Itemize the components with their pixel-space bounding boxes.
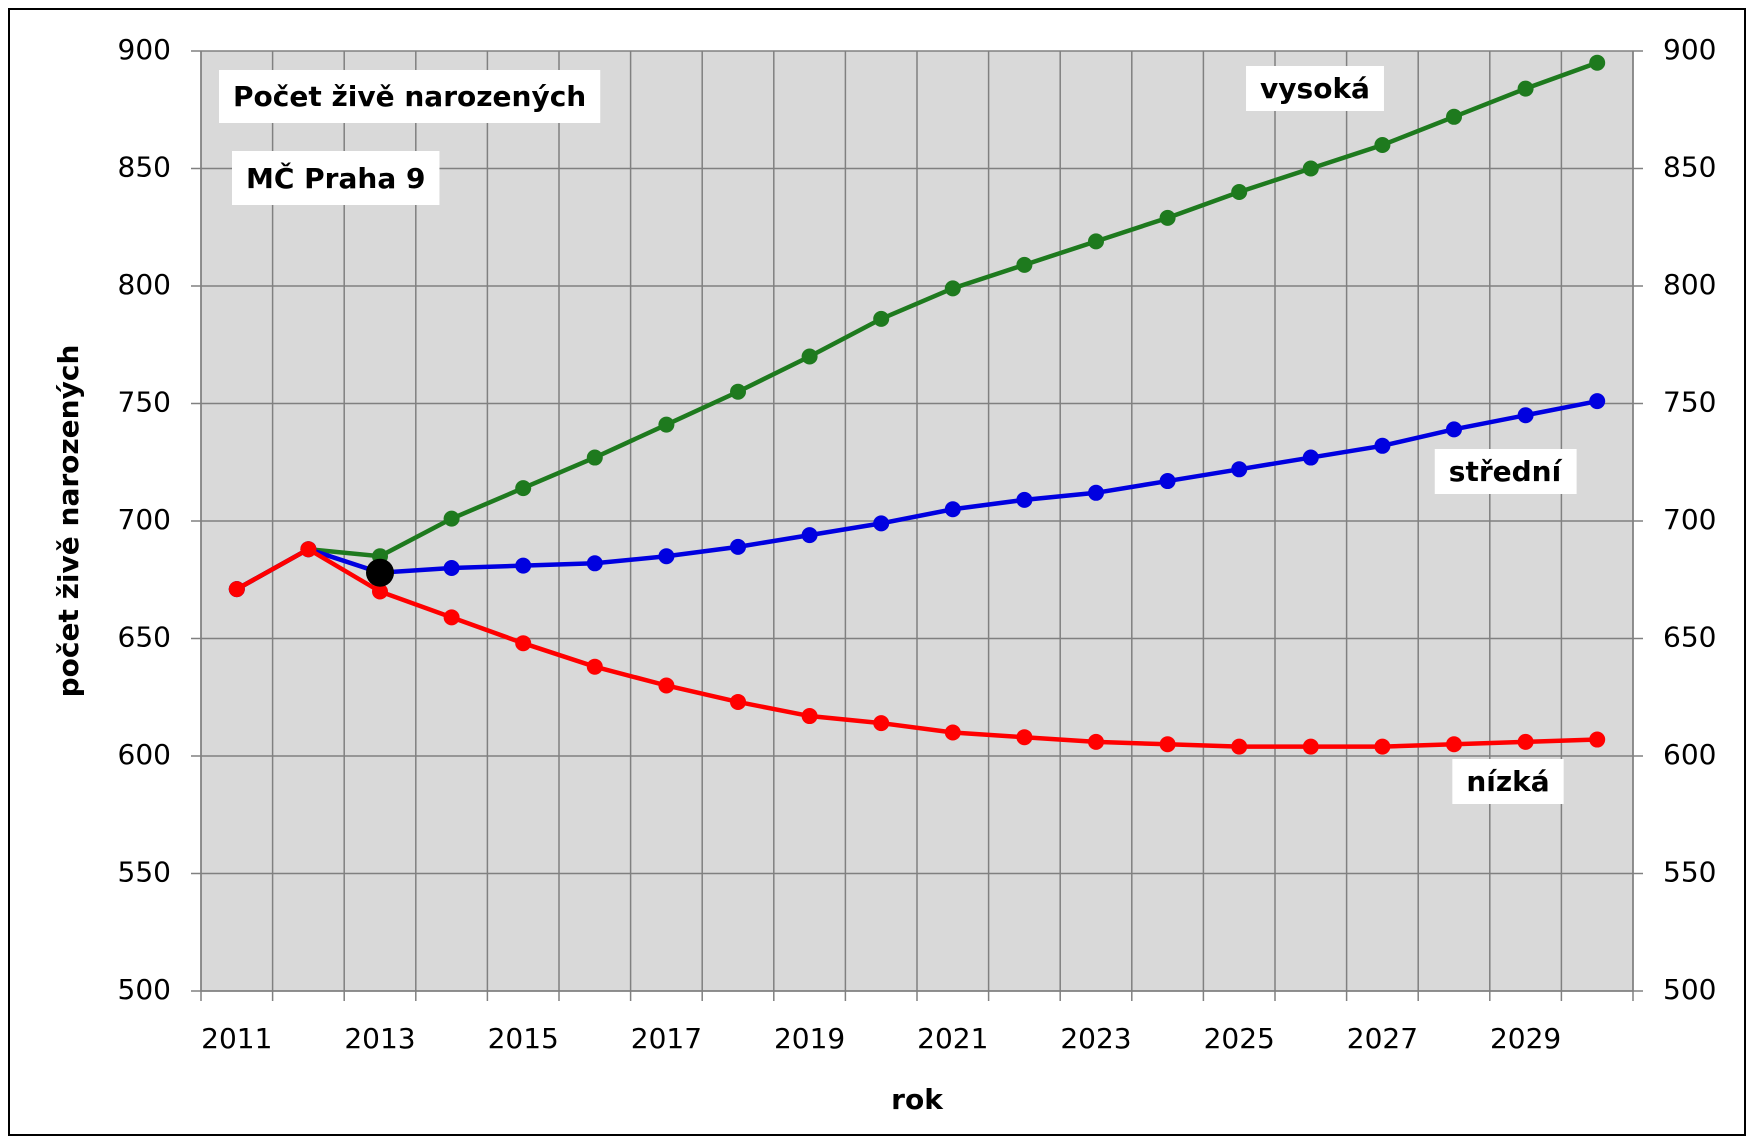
series-marker <box>801 527 818 544</box>
x-tick-label: 2019 <box>774 1022 845 1055</box>
series-marker <box>873 310 890 327</box>
series-marker <box>1088 233 1104 250</box>
y2-tick-label: 600 <box>1663 738 1716 771</box>
chart-title: Počet živě narozených <box>233 80 586 113</box>
series-marker <box>873 515 890 532</box>
series-marker <box>515 635 532 652</box>
series-marker <box>873 715 890 732</box>
series-marker <box>586 449 603 466</box>
y-tick-label: 800 <box>118 268 171 301</box>
series-marker <box>443 560 460 576</box>
series-marker <box>443 609 460 626</box>
y-tick-label: 850 <box>118 151 171 184</box>
y-tick-label: 550 <box>118 856 171 889</box>
series-marker <box>1589 393 1606 410</box>
x-tick-label: 2023 <box>1060 1022 1131 1055</box>
series-marker <box>586 555 603 572</box>
y2-tick-label: 850 <box>1663 151 1716 184</box>
series-marker <box>1517 407 1534 424</box>
series-marker <box>1374 137 1391 153</box>
series-marker <box>1374 437 1391 454</box>
y-tick-label: 650 <box>118 621 171 654</box>
series-marker <box>586 658 603 675</box>
x-tick-label: 2021 <box>917 1022 988 1055</box>
series-marker <box>801 708 818 725</box>
x-tick-label: 2025 <box>1204 1022 1275 1055</box>
series-marker <box>730 538 746 555</box>
series-marker <box>1159 473 1176 490</box>
y2-tick-label: 650 <box>1663 621 1716 654</box>
series-marker <box>300 541 317 558</box>
series-marker <box>1374 738 1391 755</box>
series-marker <box>1016 491 1033 508</box>
series-marker <box>1088 484 1104 501</box>
series-marker <box>1231 461 1248 478</box>
series-marker <box>1231 738 1248 755</box>
series-marker <box>1088 733 1104 750</box>
series-marker <box>1016 729 1033 746</box>
series-label-box <box>1452 759 1564 804</box>
series-marker <box>228 581 245 598</box>
series-marker <box>1302 738 1319 755</box>
highlight-marker <box>366 558 394 587</box>
series-marker <box>730 383 746 400</box>
x-tick-label: 2011 <box>201 1022 272 1055</box>
y2-tick-label: 900 <box>1663 33 1716 66</box>
series-marker <box>1016 256 1033 273</box>
series-marker <box>658 548 675 565</box>
x-axis-label: rok <box>891 1083 944 1116</box>
series-marker <box>730 693 746 710</box>
series-line <box>235 398 1598 592</box>
series-marker <box>1517 80 1534 97</box>
series-marker <box>1302 160 1319 177</box>
series-marker <box>1446 421 1462 438</box>
series-marker <box>515 557 532 574</box>
series-marker <box>372 583 388 600</box>
series-marker <box>658 416 675 433</box>
chart-title-box <box>219 70 601 123</box>
y2-tick-label: 550 <box>1663 856 1716 889</box>
y2-tick-label: 500 <box>1663 973 1716 1006</box>
y2-tick-label: 750 <box>1663 386 1716 419</box>
series-marker <box>944 724 961 741</box>
series-marker <box>1231 184 1248 200</box>
series-marker <box>944 280 961 297</box>
y-tick-label: 600 <box>118 738 171 771</box>
y-tick-label: 700 <box>118 503 171 536</box>
y-tick-label: 500 <box>118 973 171 1006</box>
series-label: vysoká <box>1260 72 1370 105</box>
series-marker <box>515 480 532 497</box>
series-marker <box>1159 209 1176 226</box>
series-marker <box>443 510 460 527</box>
y2-tick-label: 700 <box>1663 503 1716 536</box>
series-marker <box>801 348 818 365</box>
series-marker <box>1589 731 1606 748</box>
series-marker <box>1159 736 1176 753</box>
y2-tick-label: 800 <box>1663 268 1716 301</box>
series-marker <box>1446 736 1462 753</box>
chart-subtitle-box <box>232 151 440 205</box>
y-tick-label: 900 <box>118 33 171 66</box>
x-tick-label: 2013 <box>344 1022 415 1055</box>
series-marker <box>658 677 675 694</box>
series-marker <box>1302 449 1319 466</box>
chart-subtitle: MČ Praha 9 <box>246 161 425 195</box>
series-label-box <box>1434 449 1577 494</box>
y-axis-label: počet živě narozených <box>52 345 85 698</box>
series-label: střední <box>1449 455 1563 488</box>
y-tick-label: 750 <box>118 386 171 419</box>
series-line <box>235 546 1598 749</box>
series-line <box>235 60 1598 592</box>
series-marker <box>1517 733 1534 750</box>
x-tick-label: 2029 <box>1490 1022 1561 1055</box>
x-tick-label: 2015 <box>488 1022 559 1055</box>
series-label: nízká <box>1466 765 1549 798</box>
x-tick-label: 2027 <box>1347 1022 1418 1055</box>
series-marker <box>1446 108 1462 125</box>
x-tick-label: 2017 <box>631 1022 702 1055</box>
series-marker <box>1589 54 1606 71</box>
series-label-box <box>1246 66 1384 111</box>
series-marker <box>944 501 961 518</box>
